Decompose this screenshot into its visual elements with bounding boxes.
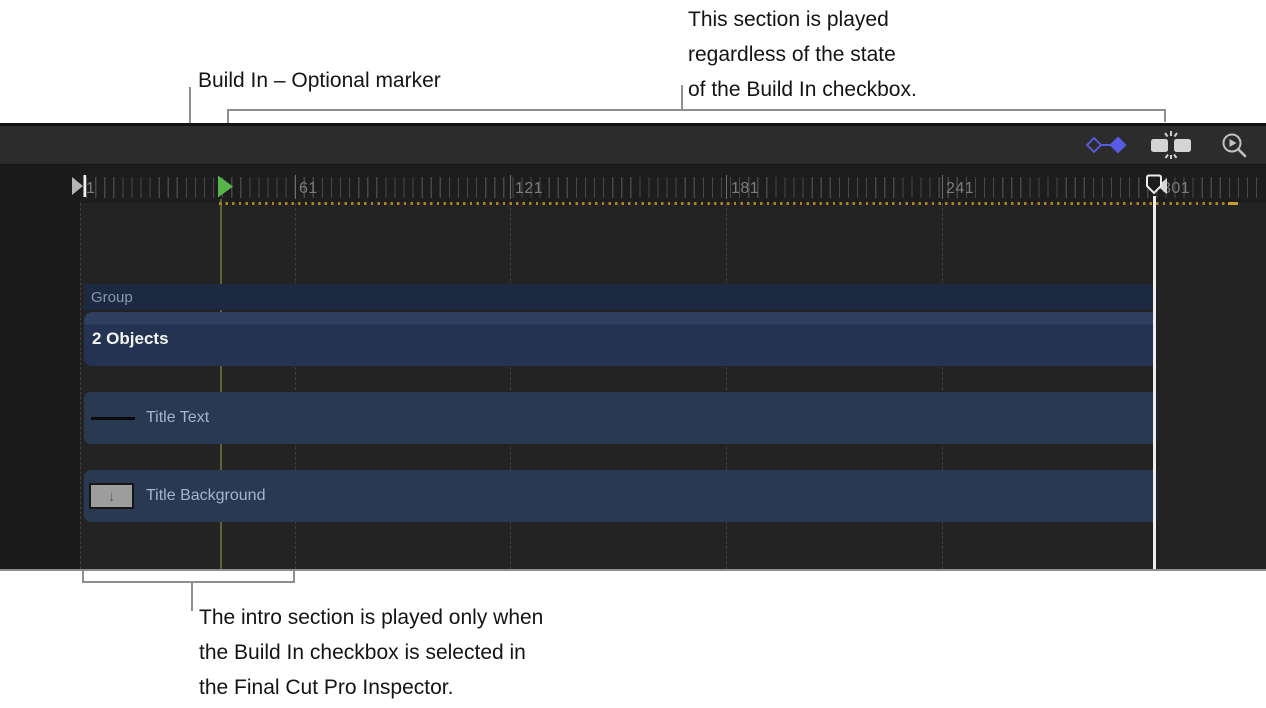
gridline-frame-241 xyxy=(941,203,943,569)
timeline-panel: 1 61 121 181 241 301 Group 2 Objects Tit… xyxy=(0,123,1266,571)
annotation-build-in: Build In – Optional marker xyxy=(198,69,441,92)
track-bar-title-background[interactable]: ↓ Title Background xyxy=(84,470,1154,522)
ruler-ticks xyxy=(86,177,1264,198)
ruler-label: 61 xyxy=(299,180,318,197)
bottom-bracket-horizontal xyxy=(82,581,295,583)
track-label: Title Background xyxy=(146,487,266,504)
track-label: 2 Objects xyxy=(92,329,169,348)
annotation-line: regardless of the state xyxy=(688,43,896,66)
top-bracket-tick xyxy=(681,85,683,110)
keyframes-icon[interactable] xyxy=(1082,131,1134,159)
template-duration-end-dash xyxy=(1228,201,1238,205)
title-background-thumbnail: ↓ xyxy=(89,483,134,509)
gridline-frame-61 xyxy=(294,203,296,569)
ruler-label: 241 xyxy=(946,180,975,197)
title-text-thumbnail xyxy=(91,416,135,420)
track-label: Group xyxy=(91,288,133,306)
annotation-line: of the Build In checkbox. xyxy=(688,78,917,101)
annotation-line: The intro section is played only when xyxy=(199,606,544,629)
annotation-bottom: The intro section is played only when th… xyxy=(199,600,543,705)
timeline-toolbar xyxy=(0,126,1266,165)
track-bar-group[interactable]: Group xyxy=(84,284,1154,310)
bottom-bracket-tick xyxy=(190,581,193,611)
annotation-top-right: This section is played regardless of the… xyxy=(688,2,917,107)
project-end-marker-icon[interactable] xyxy=(1142,173,1172,199)
panel-top-edge xyxy=(0,123,1266,126)
annotation-line: This section is played xyxy=(688,8,889,31)
top-bracket-horizontal xyxy=(227,108,1166,111)
gridline-frame-181 xyxy=(726,203,727,569)
ruler-label: 121 xyxy=(515,180,544,197)
panel-bottom-edge xyxy=(0,569,1266,571)
ruler-major-tick xyxy=(726,175,728,199)
ruler-major-tick xyxy=(941,175,943,199)
annotation-line: the Build In checkbox is selected in xyxy=(199,641,526,664)
left-margin-shade xyxy=(0,165,80,569)
template-duration-dotted-line xyxy=(219,201,1232,205)
track-label: Title Text xyxy=(146,409,210,426)
ruler-label: 301 xyxy=(1162,180,1191,197)
ruler-label: 181 xyxy=(731,180,760,197)
playhead-line[interactable] xyxy=(1153,196,1156,569)
gridline-frame-121 xyxy=(510,203,511,569)
top-bracket-right-corner xyxy=(1164,108,1166,122)
track-bar-title-text[interactable]: Title Text xyxy=(84,392,1154,444)
ruler-label: 1 xyxy=(86,180,96,197)
show-keyframes-icon[interactable] xyxy=(1148,128,1194,162)
zoom-timeline-icon[interactable] xyxy=(1218,128,1252,162)
annotation-line: the Final Cut Pro Inspector. xyxy=(199,676,454,699)
project-in-marker-icon[interactable] xyxy=(70,173,90,199)
ruler-major-tick xyxy=(510,175,512,199)
bottom-bracket-right-corner xyxy=(293,571,295,583)
ruler-major-tick xyxy=(294,175,296,199)
track-bar-objects[interactable]: 2 Objects xyxy=(84,312,1154,366)
gridline-frame-1 xyxy=(80,203,81,569)
top-bracket-left-corner xyxy=(227,108,229,123)
bottom-bracket-left-corner xyxy=(82,571,84,583)
build-in-marker-guide-line xyxy=(220,199,222,569)
down-arrow-icon: ↓ xyxy=(107,487,116,505)
build-in-marker-icon[interactable] xyxy=(216,174,236,200)
